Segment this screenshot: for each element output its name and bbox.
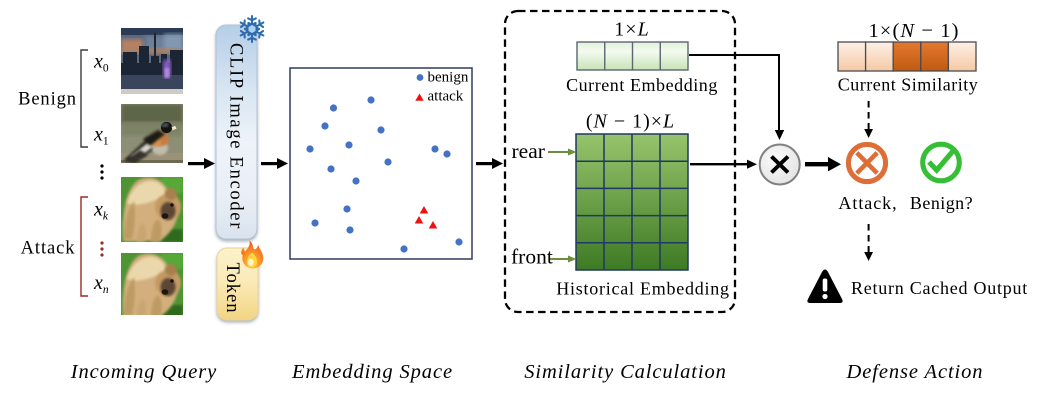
svg-text:Benign: Benign: [18, 90, 77, 110]
svg-text:(N − 1)×L: (N − 1)×L: [586, 111, 675, 133]
svg-text:Incoming Query: Incoming Query: [70, 361, 217, 383]
svg-text:Return Cached Output: Return Cached Output: [851, 278, 1028, 298]
svg-text:front: front: [511, 245, 553, 269]
svg-text:benign: benign: [428, 70, 469, 86]
svg-text:Embedding Space: Embedding Space: [291, 361, 453, 383]
svg-text:Benign?: Benign?: [910, 193, 973, 213]
svg-text:x0: x0: [93, 51, 109, 75]
svg-text:xn: xn: [93, 272, 109, 296]
svg-text:1×L: 1×L: [614, 19, 649, 41]
svg-text:Token: Token: [222, 263, 242, 314]
svg-text:Current Embedding: Current Embedding: [566, 75, 718, 95]
svg-text:Current Similarity: Current Similarity: [838, 75, 978, 95]
svg-text:rear: rear: [512, 139, 545, 163]
svg-text:Attack,: Attack,: [838, 193, 897, 213]
svg-text:Similarity Calculation: Similarity Calculation: [524, 361, 727, 383]
svg-text:Historical Embedding: Historical Embedding: [556, 279, 729, 299]
svg-text:Defense Action: Defense Action: [846, 361, 984, 383]
svg-text:x1: x1: [93, 124, 109, 148]
svg-text:xk: xk: [93, 199, 109, 223]
svg-text:CLIP Image Encoder: CLIP Image Encoder: [226, 43, 246, 230]
svg-text:1×(N − 1): 1×(N − 1): [868, 20, 959, 42]
svg-text:attack: attack: [428, 89, 464, 105]
svg-text:Attack: Attack: [21, 239, 76, 259]
